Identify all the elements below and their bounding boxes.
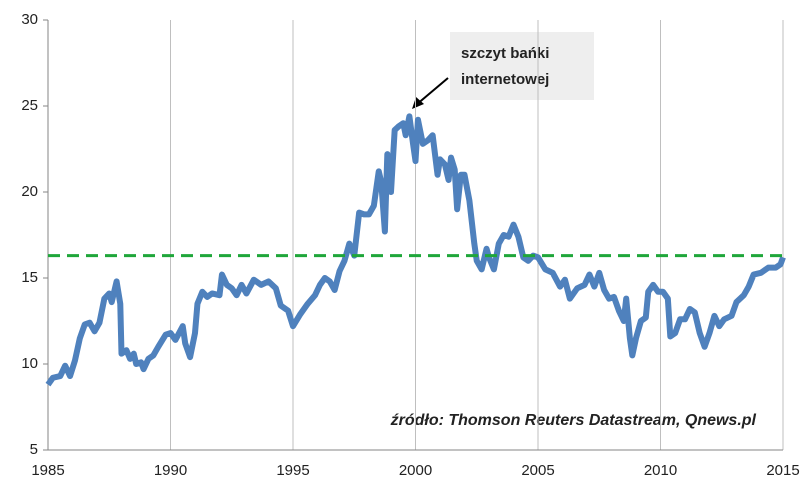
line-series [45, 113, 786, 387]
x-tick-label: 2010 [644, 462, 677, 479]
annotation: szczyt bańki [461, 45, 549, 62]
y-tick-label: 15 [21, 269, 38, 286]
y-tick-label: 20 [21, 183, 38, 200]
annotation: internetowej [461, 71, 549, 88]
x-tick-label: 1995 [276, 462, 309, 479]
y-tick-label: 5 [30, 441, 38, 458]
y-tick-label: 25 [21, 97, 38, 114]
x-tick-label: 1990 [154, 462, 187, 479]
arrow [415, 77, 449, 106]
x-tick-label: 2015 [766, 462, 799, 479]
x-tick-label: 1985 [31, 462, 64, 479]
source: źródło: Thomson Reuters Datastream, Qnew… [390, 412, 757, 429]
x-tick-label: 2005 [521, 462, 554, 479]
annotation-box [450, 32, 594, 100]
x-tick-label: 2000 [399, 462, 432, 479]
y-tick-label: 30 [21, 11, 38, 28]
y-tick-label: 10 [21, 355, 38, 372]
